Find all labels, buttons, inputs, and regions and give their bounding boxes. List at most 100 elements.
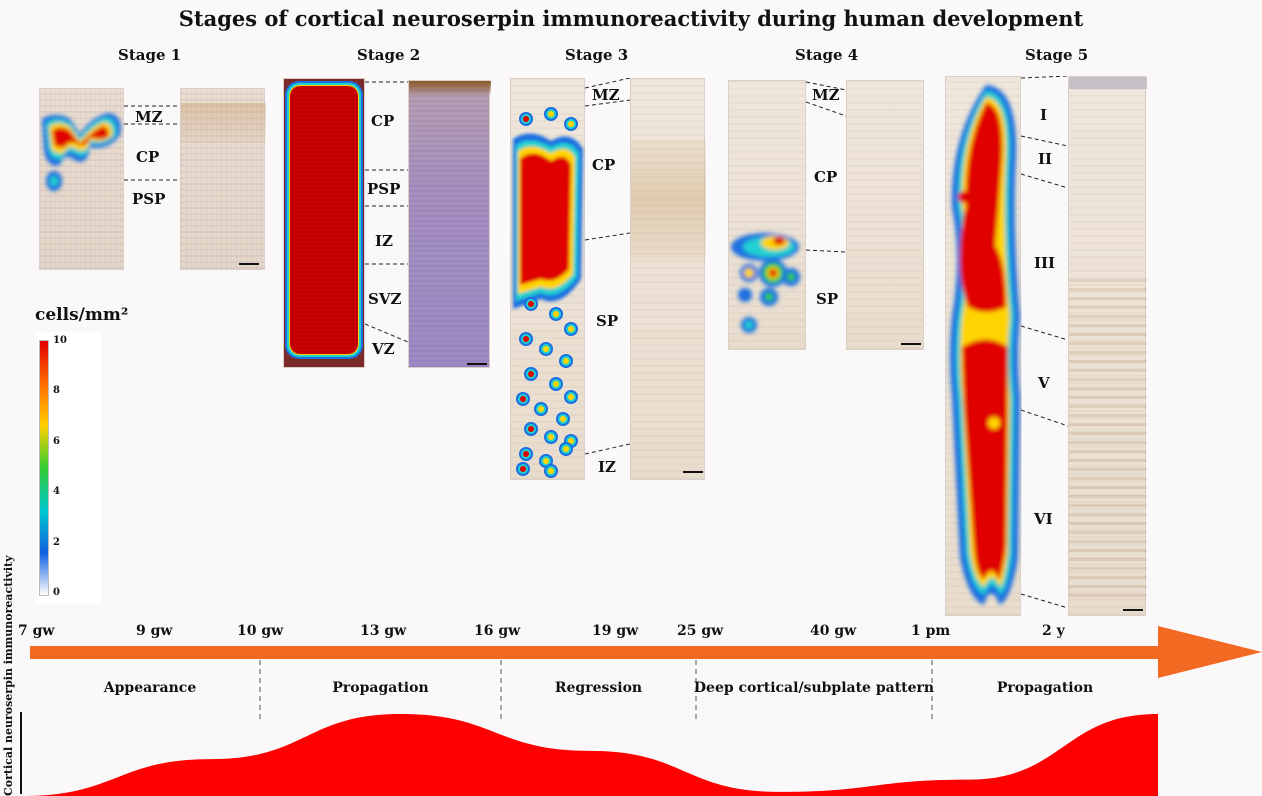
stage-2-scale-bar (467, 363, 487, 365)
stage-3-blob (568, 326, 574, 332)
stage-5-label: Stage 5 (1025, 46, 1089, 64)
profile-axis (20, 712, 22, 794)
stage-3-label: Stage 3 (565, 46, 629, 64)
stage-4-heatmap-panel (728, 80, 806, 350)
stage-3-blob (548, 111, 554, 117)
timeline-tick: 2 y (1042, 623, 1065, 639)
timeline-tick: 16 gw (474, 623, 521, 639)
timeline-tick: 7 gw (18, 623, 55, 639)
stage-3-blob (563, 358, 569, 364)
stage-3-layer-cp: CP (592, 156, 616, 174)
stage-1-heatmap (42, 113, 121, 191)
phase-label-propagation-1: Propagation (332, 680, 429, 696)
stage-5-heatmap (950, 85, 1020, 605)
stage-2-layer-psp: PSP (367, 180, 401, 198)
stage-3-blob (528, 301, 534, 307)
stage-3-connectors (585, 78, 630, 455)
stage-4-heatmap (731, 233, 800, 333)
phase-label-appearance: Appearance (103, 680, 197, 696)
stage-4-label: Stage 4 (795, 46, 859, 64)
stage-2-heatmap (285, 81, 363, 359)
stage-5-layer-v: V (1038, 374, 1050, 392)
stage-2-histology-panel (408, 80, 491, 368)
stage-3-blob (548, 434, 554, 440)
stage-1-layer-mz: MZ (135, 108, 163, 126)
timeline-tick: 40 gw (810, 623, 857, 639)
stage-3-blob (560, 416, 566, 422)
stage-3-layer-mz: MZ (592, 86, 620, 104)
phase-label-propagation-2: Propagation (996, 680, 1094, 696)
stage-4-layer-cp: CP (814, 168, 838, 186)
profile-fill (22, 714, 1158, 796)
stage-3-blob (528, 371, 534, 377)
stage-5-layer-vi: VI (1034, 510, 1053, 528)
stage-3-blob (548, 468, 554, 474)
timeline-arrow (30, 626, 1262, 678)
colorbar-tick: 4 (53, 486, 60, 497)
stage-3-blob (568, 394, 574, 400)
colorbar-tick: 0 (53, 587, 60, 598)
stage-3-blob (523, 116, 529, 122)
profile-area (22, 714, 1158, 796)
phase-label-deep-subplate: Deep cortical/subplate pattern (693, 680, 935, 696)
stage-3-layer-sp: SP (596, 312, 619, 330)
stage-3-blob (523, 451, 529, 457)
stage-3-blob (543, 346, 549, 352)
stage-3-histology-panel (630, 78, 706, 480)
stage-3-heatmap-panel (510, 78, 585, 480)
stage-3-blob (523, 336, 529, 342)
stage-1-connectors (124, 105, 180, 181)
stage-3-blob (528, 426, 534, 432)
stage-3-blob (553, 311, 559, 317)
stage-3-blob (563, 446, 569, 452)
stage-1-heatmap-panel (39, 88, 124, 270)
stage-2-layer-svz: SVZ (368, 290, 402, 308)
stage-5-layer-ii: II (1038, 150, 1053, 168)
colorbar-box: 10 8 6 4 2 0 (37, 332, 101, 604)
stage-4-layer-mz: MZ (812, 86, 840, 104)
stage-3-blob (568, 438, 574, 444)
colorbar-label: cells/mm² (35, 305, 129, 325)
timeline-tick: 25 gw (677, 623, 724, 639)
stage-2-connectors (365, 81, 408, 343)
stage-5-connectors (1021, 76, 1068, 609)
stage-5-layer-i: I (1040, 106, 1048, 124)
stage-3-heatmap (513, 107, 583, 478)
timeline-tick: 13 gw (360, 623, 407, 639)
stage-3-blob (568, 121, 574, 127)
timeline-tick: 9 gw (136, 623, 173, 639)
stage-1-label: Stage 1 (118, 46, 182, 64)
stage-2-heatmap-panel (283, 78, 365, 368)
stage-1-histology-panel (180, 88, 266, 270)
colorbar-tick: 2 (53, 537, 60, 548)
colorbar-gradient (39, 340, 49, 596)
stage-4-scale-bar (901, 343, 921, 345)
stage-2-layer-cp: CP (371, 112, 395, 130)
stage-3-blob (543, 458, 549, 464)
stage-2-label: Stage 2 (357, 46, 421, 64)
timeline-tick: 19 gw (592, 623, 639, 639)
stage-5-scale-bar (1123, 609, 1143, 611)
stage-5-histology-panel (1068, 76, 1147, 616)
stage-1-layer-cp: CP (136, 148, 160, 166)
figure-title: Stages of cortical neuroserpin immunorea… (178, 6, 1084, 31)
timeline-tick: 1 pm (911, 623, 951, 639)
stage-2-layer-iz: IZ (375, 232, 393, 250)
stage-1-scale-bar (239, 263, 259, 265)
stage-4-histology-panel (846, 80, 924, 350)
stage-5-heatmap-panel (945, 76, 1021, 616)
stage-4-connectors (806, 81, 846, 253)
colorbar-tick: 10 (53, 335, 67, 346)
stage-5-layer-iii: III (1034, 254, 1056, 272)
phase-label-regression: Regression (554, 680, 643, 696)
stage-3-blob (553, 381, 559, 387)
stage-2-layer-vz: VZ (372, 340, 395, 358)
colorbar-tick: 6 (53, 436, 60, 447)
stage-3-scale-bar (683, 471, 703, 473)
colorbar-tick: 8 (53, 385, 60, 396)
stage-1-layer-psp: PSP (132, 190, 166, 208)
stage-3-blob (520, 396, 526, 402)
stage-3-blob (538, 406, 544, 412)
timeline-tick: 10 gw (237, 623, 284, 639)
stage-3-blob (520, 466, 526, 472)
